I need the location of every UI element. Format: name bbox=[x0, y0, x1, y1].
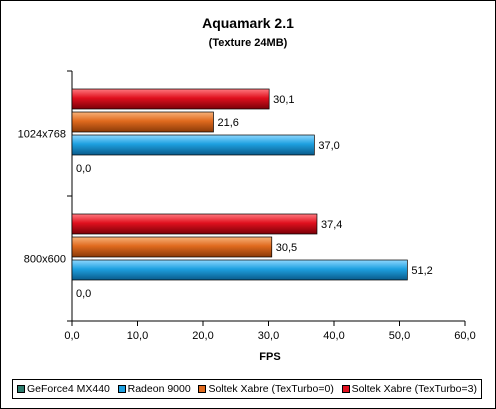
bar bbox=[71, 213, 318, 235]
data-label: 37,0 bbox=[318, 140, 339, 152]
data-label: 30,5 bbox=[276, 242, 297, 254]
legend-label: Soltek Xabre (TexTurbo=0) bbox=[208, 383, 334, 395]
data-label: 0,0 bbox=[76, 163, 91, 175]
data-label: 21,6 bbox=[217, 117, 238, 129]
bar bbox=[71, 259, 408, 281]
data-label: 37,4 bbox=[321, 219, 342, 231]
legend-item: Soltek Xabre (TexTurbo=0) bbox=[198, 383, 334, 395]
legend-swatch-icon bbox=[117, 385, 126, 393]
legend-label: Radeon 9000 bbox=[127, 383, 191, 395]
legend-label: GeForce4 MX440 bbox=[27, 383, 110, 395]
bar bbox=[71, 134, 315, 156]
legend-item: GeForce4 MX440 bbox=[17, 383, 110, 395]
legend: GeForce4 MX440 Radeon 9000 Soltek Xabre … bbox=[12, 379, 482, 399]
x-tick-label: 50,0 bbox=[389, 330, 410, 342]
bar bbox=[71, 111, 214, 133]
legend-item: Radeon 9000 bbox=[117, 383, 191, 395]
data-label: 30,1 bbox=[273, 94, 294, 106]
x-axis-label: FPS bbox=[259, 351, 280, 363]
x-tick-label: 60,0 bbox=[454, 330, 475, 342]
legend-swatch-icon bbox=[198, 385, 207, 393]
legend-swatch-icon bbox=[341, 385, 350, 393]
legend-label: Soltek Xabre (TexTurbo=3) bbox=[351, 383, 477, 395]
category-label: 1024x768 bbox=[18, 129, 66, 141]
legend-swatch-icon bbox=[17, 385, 25, 393]
chart-subtitle: (Texture 24MB) bbox=[209, 37, 288, 49]
bar bbox=[71, 236, 273, 258]
x-tick-label: 0,0 bbox=[64, 330, 79, 342]
plot-area: 0,0 10,0 20,0 30,0 40,0 50,0 60,0 1024x768 30,1 2… bbox=[18, 70, 476, 342]
data-label: 51,2 bbox=[411, 265, 432, 277]
x-tick-label: 30,0 bbox=[258, 330, 279, 342]
bar bbox=[71, 88, 270, 110]
x-tick-label: 40,0 bbox=[323, 330, 344, 342]
x-tick-label: 20,0 bbox=[192, 330, 213, 342]
x-tick-label: 10,0 bbox=[127, 330, 148, 342]
category-label: 800x600 bbox=[24, 254, 66, 266]
legend-item: Soltek Xabre (TexTurbo=3) bbox=[341, 383, 477, 395]
chart-title: Aquamark 2.1 bbox=[202, 15, 294, 31]
data-label: 0,0 bbox=[76, 288, 91, 300]
